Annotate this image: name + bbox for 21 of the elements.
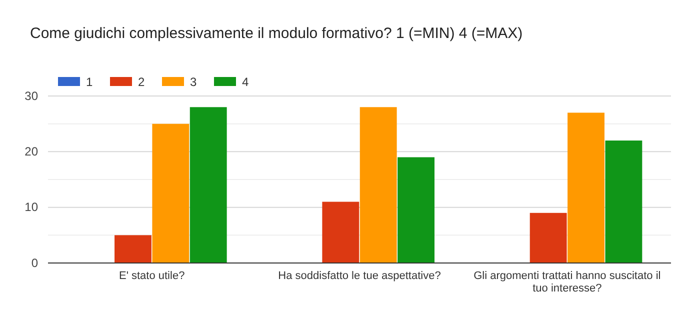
x-tick-label: Gli argomenti trattati hanno suscitato il tuo interesse? — [474, 270, 661, 294]
legend-label: 3 — [190, 75, 197, 89]
bar — [152, 124, 190, 263]
x-tick-label: Ha soddisfatto le tue aspettative? — [278, 270, 441, 282]
legend-label: 1 — [86, 75, 93, 89]
bar — [190, 107, 227, 263]
legend-label: 4 — [242, 75, 249, 89]
chart-title: Come giudichi complessivamente il modulo formativo? 1 (=MIN) 4 (=MAX) — [30, 25, 523, 42]
bar — [322, 202, 360, 263]
legend-label: 2 — [138, 75, 145, 89]
bar — [530, 212, 567, 263]
y-tick-label: 10 — [24, 200, 38, 214]
bar — [605, 140, 642, 263]
x-tick-label: E' stato utile? — [118, 270, 185, 282]
bar — [398, 157, 434, 263]
y-tick-label: 20 — [24, 144, 38, 159]
bar — [568, 112, 604, 263]
y-tick-label: 0 — [31, 256, 38, 270]
bar — [360, 107, 397, 263]
y-tick-label: 30 — [24, 88, 38, 103]
bar — [114, 235, 152, 263]
